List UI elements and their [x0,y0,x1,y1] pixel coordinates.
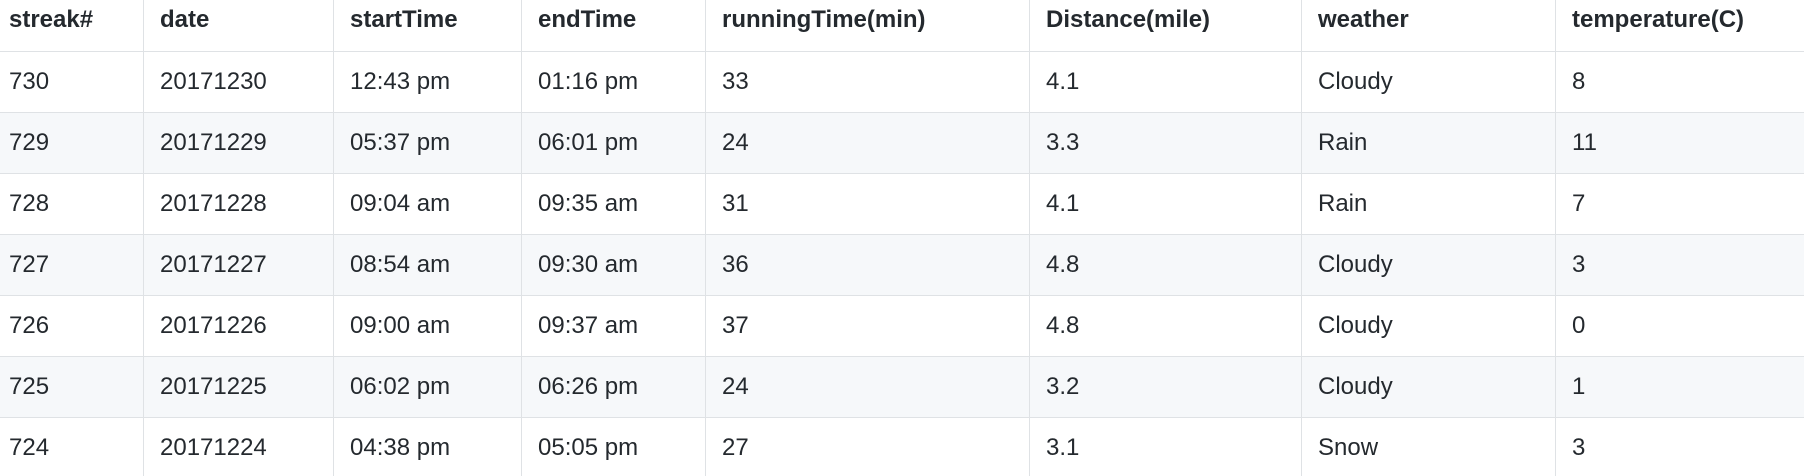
cell-distance: 4.1 [1029,51,1302,113]
cell-end-time: 06:01 pm [521,112,706,174]
table-row: 728 20171228 09:04 am 09:35 am 31 4.1 Ra… [0,173,1804,235]
cell-end-time: 05:05 pm [521,417,706,476]
table-row: 725 20171225 06:02 pm 06:26 pm 24 3.2 Cl… [0,356,1804,418]
cell-running-time: 33 [705,51,1030,113]
cell-distance: 3.2 [1029,356,1302,418]
cell-streak: 724 [0,417,144,476]
cell-date: 20171228 [143,173,334,235]
cell-end-time: 01:16 pm [521,51,706,113]
cell-temperature: 0 [1555,295,1804,357]
cell-weather: Snow [1301,417,1556,476]
table-row: 726 20171226 09:00 am 09:37 am 37 4.8 Cl… [0,295,1804,357]
cell-distance: 4.8 [1029,295,1302,357]
cell-running-time: 37 [705,295,1030,357]
cell-date: 20171230 [143,51,334,113]
cell-streak: 729 [0,112,144,174]
cell-date: 20171229 [143,112,334,174]
cell-start-time: 09:00 am [333,295,522,357]
header-distance: Distance(mile) [1029,0,1302,52]
cell-weather: Cloudy [1301,295,1556,357]
cell-start-time: 09:04 am [333,173,522,235]
cell-start-time: 08:54 am [333,234,522,296]
header-end-time: endTime [521,0,706,52]
cell-weather: Rain [1301,112,1556,174]
header-weather: weather [1301,0,1556,52]
header-start-time: startTime [333,0,522,52]
cell-temperature: 7 [1555,173,1804,235]
cell-start-time: 04:38 pm [333,417,522,476]
cell-start-time: 05:37 pm [333,112,522,174]
table-row: 729 20171229 05:37 pm 06:01 pm 24 3.3 Ra… [0,112,1804,174]
cell-distance: 4.8 [1029,234,1302,296]
table-header-row: streak# date startTime endTime runningTi… [0,0,1804,52]
cell-running-time: 27 [705,417,1030,476]
cell-date: 20171226 [143,295,334,357]
cell-temperature: 3 [1555,234,1804,296]
cell-end-time: 09:37 am [521,295,706,357]
cell-running-time: 36 [705,234,1030,296]
cell-distance: 3.1 [1029,417,1302,476]
cell-streak: 728 [0,173,144,235]
table-row: 727 20171227 08:54 am 09:30 am 36 4.8 Cl… [0,234,1804,296]
cell-end-time: 09:35 am [521,173,706,235]
cell-running-time: 31 [705,173,1030,235]
cell-end-time: 06:26 pm [521,356,706,418]
cell-temperature: 11 [1555,112,1804,174]
cell-date: 20171225 [143,356,334,418]
cell-streak: 725 [0,356,144,418]
header-date: date [143,0,334,52]
cell-weather: Cloudy [1301,356,1556,418]
cell-weather: Cloudy [1301,51,1556,113]
cell-start-time: 12:43 pm [333,51,522,113]
cell-temperature: 8 [1555,51,1804,113]
cell-streak: 727 [0,234,144,296]
table-row: 730 20171230 12:43 pm 01:16 pm 33 4.1 Cl… [0,51,1804,113]
cell-weather: Rain [1301,173,1556,235]
cell-running-time: 24 [705,112,1030,174]
cell-distance: 4.1 [1029,173,1302,235]
cell-date: 20171224 [143,417,334,476]
cell-streak: 726 [0,295,144,357]
table-row: 724 20171224 04:38 pm 05:05 pm 27 3.1 Sn… [0,417,1804,476]
header-running-time: runningTime(min) [705,0,1030,52]
cell-start-time: 06:02 pm [333,356,522,418]
cell-distance: 3.3 [1029,112,1302,174]
cell-temperature: 3 [1555,417,1804,476]
cell-streak: 730 [0,51,144,113]
cell-weather: Cloudy [1301,234,1556,296]
header-streak: streak# [0,0,144,52]
cell-temperature: 1 [1555,356,1804,418]
cell-running-time: 24 [705,356,1030,418]
header-temperature: temperature(C) [1555,0,1804,52]
cell-date: 20171227 [143,234,334,296]
cell-end-time: 09:30 am [521,234,706,296]
